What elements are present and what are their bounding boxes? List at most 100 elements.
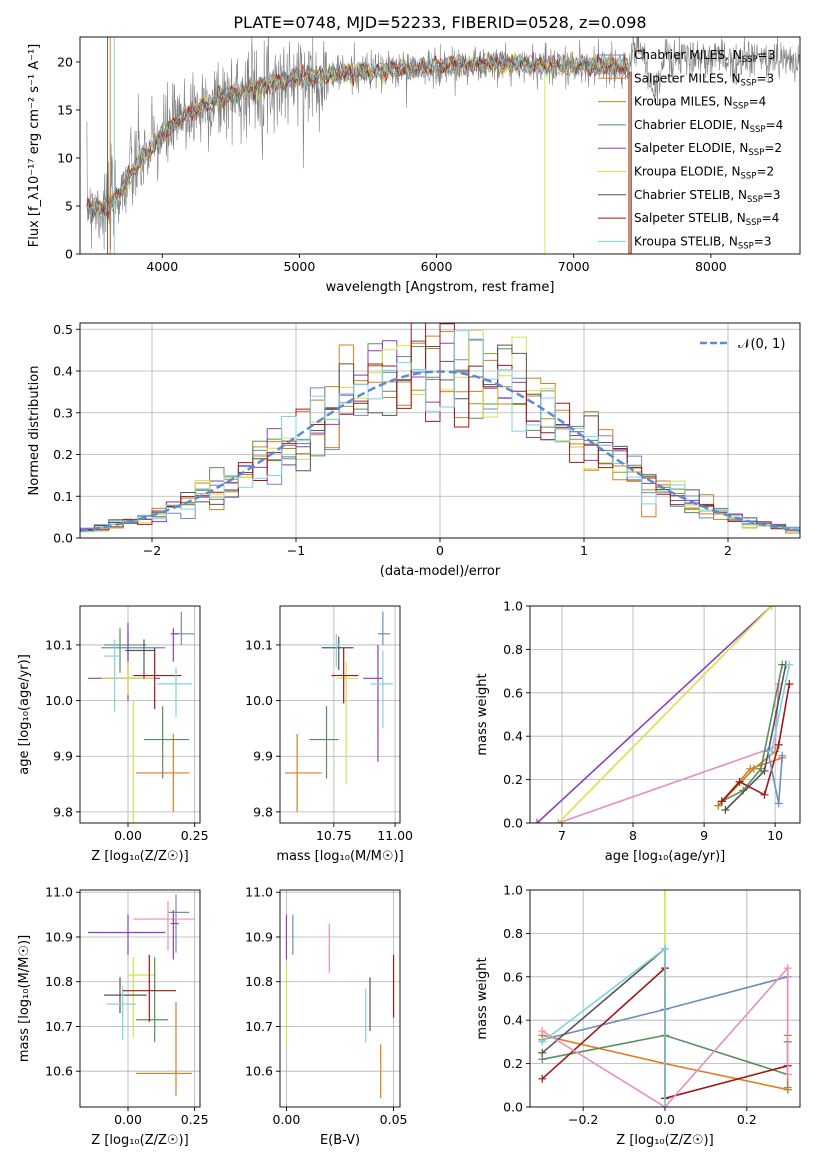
spectrum-panel: 4000 5000 6000 7000 8000 0 5 10 15 20 wavelength [… xyxy=(27,36,801,295)
legend-suffix: =4 xyxy=(766,118,784,132)
x-tick-label: 4000 xyxy=(146,259,178,274)
normal-curve xyxy=(80,370,800,532)
figure-title: PLATE=0748, MJD=52233, FIBERID=0528, z=0… xyxy=(233,13,646,32)
legend-suffix: =2 xyxy=(764,141,782,155)
legend-subscript: SSP xyxy=(750,125,766,135)
x-tick-label: −1 xyxy=(287,543,305,558)
y-axis-label: mass [log₁₀(M/M☉)] xyxy=(17,935,32,1062)
weight-marker xyxy=(778,751,787,760)
errorbar-point xyxy=(88,622,160,701)
y-tick-label: 9.9 xyxy=(53,749,73,764)
legend-suffix: =3 xyxy=(758,48,776,62)
weight-marker xyxy=(760,790,769,799)
x-tick-label: 10 xyxy=(767,828,783,843)
legend-subscript: SSP xyxy=(747,195,763,205)
y-tick-label: 11.0 xyxy=(45,885,73,900)
y-tick-label: 1.0 xyxy=(503,883,523,898)
y-tick-label: 15 xyxy=(57,102,73,117)
legend-suffix: =4 xyxy=(762,211,780,225)
weight-marker xyxy=(783,1085,792,1094)
legend-label: Salpeter ELODIE, NSSP=2 xyxy=(634,141,782,158)
errorbar-point xyxy=(157,667,192,718)
model-spectrum-line xyxy=(86,53,629,220)
y-tick-label: 10 xyxy=(57,150,73,165)
y-tick-label: 0.4 xyxy=(503,729,523,744)
legend-label: Kroupa ELODIE, NSSP=2 xyxy=(634,165,774,182)
x-tick-label: 10.75 xyxy=(316,828,352,843)
weight-marker xyxy=(785,680,794,689)
weight-marker xyxy=(721,805,730,814)
weight-marker xyxy=(533,819,542,823)
errorbar-point xyxy=(331,647,359,704)
y-tick-label: 1.0 xyxy=(503,599,523,614)
legend-suffix: =3 xyxy=(754,234,772,248)
errorbar-point xyxy=(125,639,155,679)
age-vs-Z-panel: 0.00 0.25 9.8 9.9 10.0 10.1 Z [log₁₀(Z/Z☉)] age… xyxy=(17,605,209,864)
legend-label: Chabrier ELODIE, NSSP=4 xyxy=(634,118,783,135)
x-tick-label: 0.2 xyxy=(737,1112,757,1127)
weight-marker xyxy=(767,747,776,756)
errorbar-point xyxy=(101,661,155,696)
x-axis-label: wavelength [Angstrom, rest frame] xyxy=(326,280,555,295)
x-tick-label: −2 xyxy=(143,543,161,558)
y-tick-label: 0.0 xyxy=(53,531,73,546)
y-tick-label: 10.7 xyxy=(45,1019,73,1034)
y-tick-label: 10.9 xyxy=(45,929,73,944)
errorbar-point xyxy=(106,986,136,1040)
y-tick-label: 0.3 xyxy=(53,405,73,420)
x-tick-label: 6000 xyxy=(421,259,453,274)
legend-suffix: =3 xyxy=(756,71,774,85)
legend-subscript: SSP xyxy=(741,172,757,182)
axes-frame xyxy=(79,36,801,255)
legend-label: Kroupa MILES, NSSP=4 xyxy=(634,95,766,112)
y-tick-label: 0.2 xyxy=(53,447,73,462)
mass-vs-Z-panel: 0.00 0.25 10.6 10.7 10.8 10.9 11.0 Z [log₁₀(Z/Z… xyxy=(17,885,209,1148)
weight-vs-age-panel: 7 8 9 10 0.0 0.2 0.4 0.6 0.8 1.0 age [log₁₀(age/yr… xyxy=(475,599,801,864)
errorbar-point xyxy=(336,661,359,785)
y-tick-label: 10.6 xyxy=(45,1064,73,1079)
weight-series-line xyxy=(541,946,666,1107)
y-axis-label: Flux [f_λ10⁻¹⁷ erg cm⁻² s⁻¹ A⁻¹] xyxy=(27,44,42,248)
y-tick-label: 0.4 xyxy=(503,1013,523,1028)
weight-marker xyxy=(760,766,769,775)
weight-marker xyxy=(661,890,669,894)
errorbar-point xyxy=(370,650,393,729)
x-tick-label: 8000 xyxy=(695,259,727,274)
y-tick-label: 20 xyxy=(57,54,73,69)
errorbar-point xyxy=(88,914,166,955)
axes-frame xyxy=(79,605,201,824)
x-tick-label: 0.00 xyxy=(114,1112,142,1127)
x-tick-label: 7000 xyxy=(558,259,590,274)
x-axis-label: E(B-V) xyxy=(320,1133,360,1148)
weight-marker xyxy=(783,964,792,973)
y-tick-label: 0.2 xyxy=(503,772,523,787)
legend-label: Salpeter STELIB, NSSP=4 xyxy=(634,211,779,228)
x-tick-label: 7 xyxy=(558,828,566,843)
x-axis-label: age [log₁₀(age/yr)] xyxy=(605,849,726,864)
plot-area xyxy=(80,323,800,538)
y-tick-label: 0.1 xyxy=(53,489,73,504)
legend-subscript: SSP xyxy=(748,148,764,158)
x-axis-label: mass [log₁₀(M/M☉)] xyxy=(276,849,403,864)
errorbar-point xyxy=(321,636,354,670)
x-tick-label: 0.0 xyxy=(655,1112,675,1127)
x-axis-label: Z [log₁₀(Z/Z☉)] xyxy=(91,1133,188,1148)
legend-suffix: =4 xyxy=(749,95,767,109)
weight-marker xyxy=(661,1103,669,1107)
y-tick-label: 11.0 xyxy=(245,885,273,900)
y-tick-label: 10.8 xyxy=(245,974,273,989)
y-tick-label: 0 xyxy=(65,247,73,262)
y-tick-label: 0.0 xyxy=(503,816,523,831)
weight-marker xyxy=(783,1070,792,1079)
legend-label: 𝒩(0, 1) xyxy=(738,337,785,352)
x-tick-label: 0.25 xyxy=(181,828,209,843)
legend-label: Chabrier STELIB, NSSP=3 xyxy=(634,188,781,205)
y-tick-label: 10.9 xyxy=(245,929,273,944)
x-tick-label: 0.25 xyxy=(181,1112,209,1127)
weight-series-line xyxy=(558,684,780,823)
y-tick-label: 10.1 xyxy=(245,637,273,652)
weight-series-line xyxy=(721,664,783,803)
plot-area xyxy=(538,890,792,1107)
weight-marker xyxy=(785,660,794,669)
legend-subscript: SSP xyxy=(746,218,762,228)
